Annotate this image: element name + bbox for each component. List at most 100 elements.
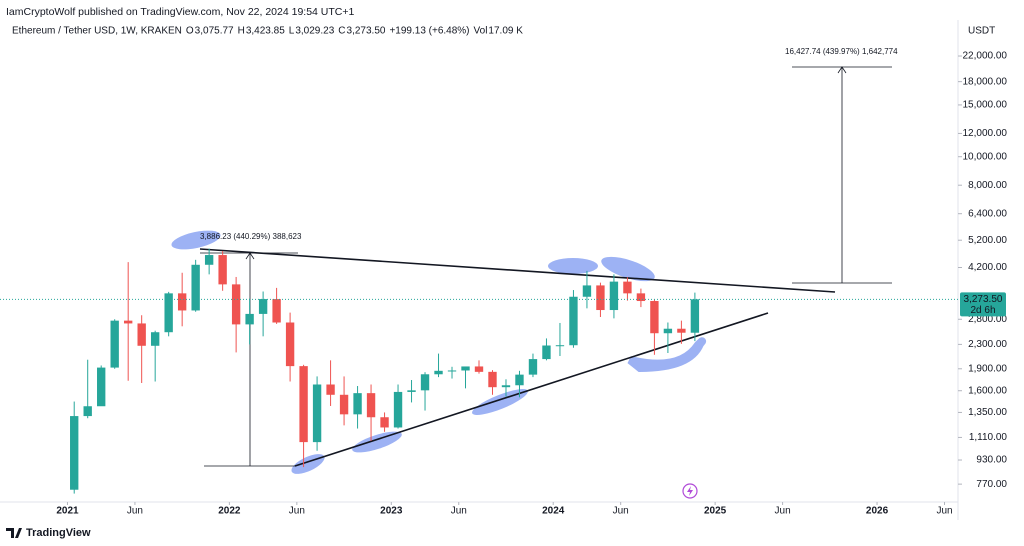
y-tick-label: 15,000.00: [963, 100, 1008, 111]
y-tick-label: 2,300.00: [968, 339, 1007, 350]
candle-body: [299, 366, 308, 443]
candle: [461, 366, 470, 389]
candle: [663, 322, 673, 354]
candle: [83, 359, 92, 419]
ohlc-label: L: [289, 26, 295, 37]
candle: [326, 360, 335, 406]
candle: [339, 376, 349, 426]
candle-body: [231, 284, 241, 325]
y-tick-label: 18,000.00: [963, 76, 1008, 87]
candle: [285, 312, 295, 382]
x-tick-label: 2023: [380, 506, 403, 517]
candle-body: [582, 285, 592, 297]
candle-body: [420, 374, 430, 391]
candle-body: [461, 366, 470, 371]
y-tick-label: 6,400.00: [968, 208, 1007, 219]
ohlc-label: H: [238, 26, 245, 37]
candle: [164, 291, 173, 337]
candle: [218, 250, 227, 291]
candle-body: [137, 323, 146, 346]
candle: [258, 291, 268, 337]
candle: [366, 384, 376, 441]
candle: [312, 376, 322, 451]
ohlc-value: 3,029.23: [295, 26, 334, 37]
candle: [191, 259, 200, 312]
candle-body: [407, 390, 416, 392]
x-tick-label: Jun: [936, 506, 952, 517]
candle: [204, 248, 214, 275]
y-tick-label: 22,000.00: [963, 51, 1008, 62]
candle: [110, 319, 119, 369]
ohlc-label: C: [338, 26, 345, 37]
candle-body: [542, 345, 551, 360]
candle-body: [636, 293, 646, 302]
candle: [70, 401, 79, 494]
candle: [501, 379, 511, 397]
ohlc-value: 3,423.85: [246, 26, 285, 37]
brand: TradingView: [26, 527, 91, 539]
candle-body: [434, 370, 443, 375]
brand-logo: [6, 528, 22, 538]
y-tick-label: 8,000.00: [968, 180, 1007, 191]
x-tick-label: Jun: [289, 506, 305, 517]
y-tick-label: 930.00: [976, 455, 1007, 466]
candle: [569, 290, 578, 348]
x-tick-label: 2025: [704, 506, 727, 517]
x-tick-label: Jun: [451, 506, 467, 517]
candle: [636, 288, 646, 308]
candle-body: [204, 255, 214, 265]
y-tick-label: 5,200.00: [968, 235, 1007, 246]
candle-body: [124, 320, 133, 324]
candle: [447, 366, 457, 379]
candle-body: [366, 393, 376, 418]
candle-body: [447, 370, 457, 372]
candle-body: [70, 416, 79, 490]
candle-body: [312, 384, 322, 443]
volume-label: Vol: [474, 26, 488, 37]
candle-body: [555, 345, 565, 347]
candle: [488, 370, 497, 395]
candle-body: [663, 328, 673, 334]
candle-body: [339, 394, 349, 415]
y-tick-label: 12,000.00: [963, 128, 1008, 139]
y-tick-label: 1,900.00: [968, 363, 1007, 374]
y-tick-label: 1,600.00: [968, 385, 1007, 396]
candle-body: [353, 393, 362, 415]
candle-body: [501, 385, 511, 388]
candle-body: [380, 417, 389, 428]
y-tick-label: 10,000.00: [963, 151, 1008, 162]
ohlc-value: 3,273.50: [347, 26, 386, 37]
candle: [420, 372, 430, 411]
candle-body: [569, 296, 578, 346]
candle: [380, 412, 389, 432]
candle-body: [258, 299, 268, 314]
candle: [474, 360, 484, 374]
candle: [582, 270, 592, 309]
candle-body: [650, 301, 659, 334]
candle: [555, 322, 565, 357]
chart-title: Ethereum / Tether USD, 1W, KRAKEN: [12, 26, 182, 37]
candle-body: [97, 367, 106, 407]
y-tick-label: 770.00: [976, 479, 1007, 490]
y-tick-label: 1,350.00: [968, 407, 1007, 418]
candle: [690, 292, 700, 342]
candle-body: [690, 299, 700, 333]
annotation: 16,427.74 (439.97%) 1,642,774: [785, 47, 898, 56]
candle-body: [326, 384, 335, 395]
candle: [528, 353, 538, 378]
y-tick-label: 4,200.00: [968, 262, 1007, 273]
y-tick-label: 1,110.00: [969, 432, 1008, 443]
candle-body: [474, 366, 484, 372]
candle: [97, 365, 106, 407]
candle: [542, 338, 551, 361]
candle: [623, 277, 632, 301]
candle: [677, 320, 686, 344]
x-tick-label: 2024: [542, 506, 565, 517]
candle: [272, 287, 281, 324]
currency: USDT: [968, 26, 995, 37]
candle: [609, 274, 619, 319]
candle: [434, 353, 443, 378]
candle-body: [528, 359, 538, 375]
